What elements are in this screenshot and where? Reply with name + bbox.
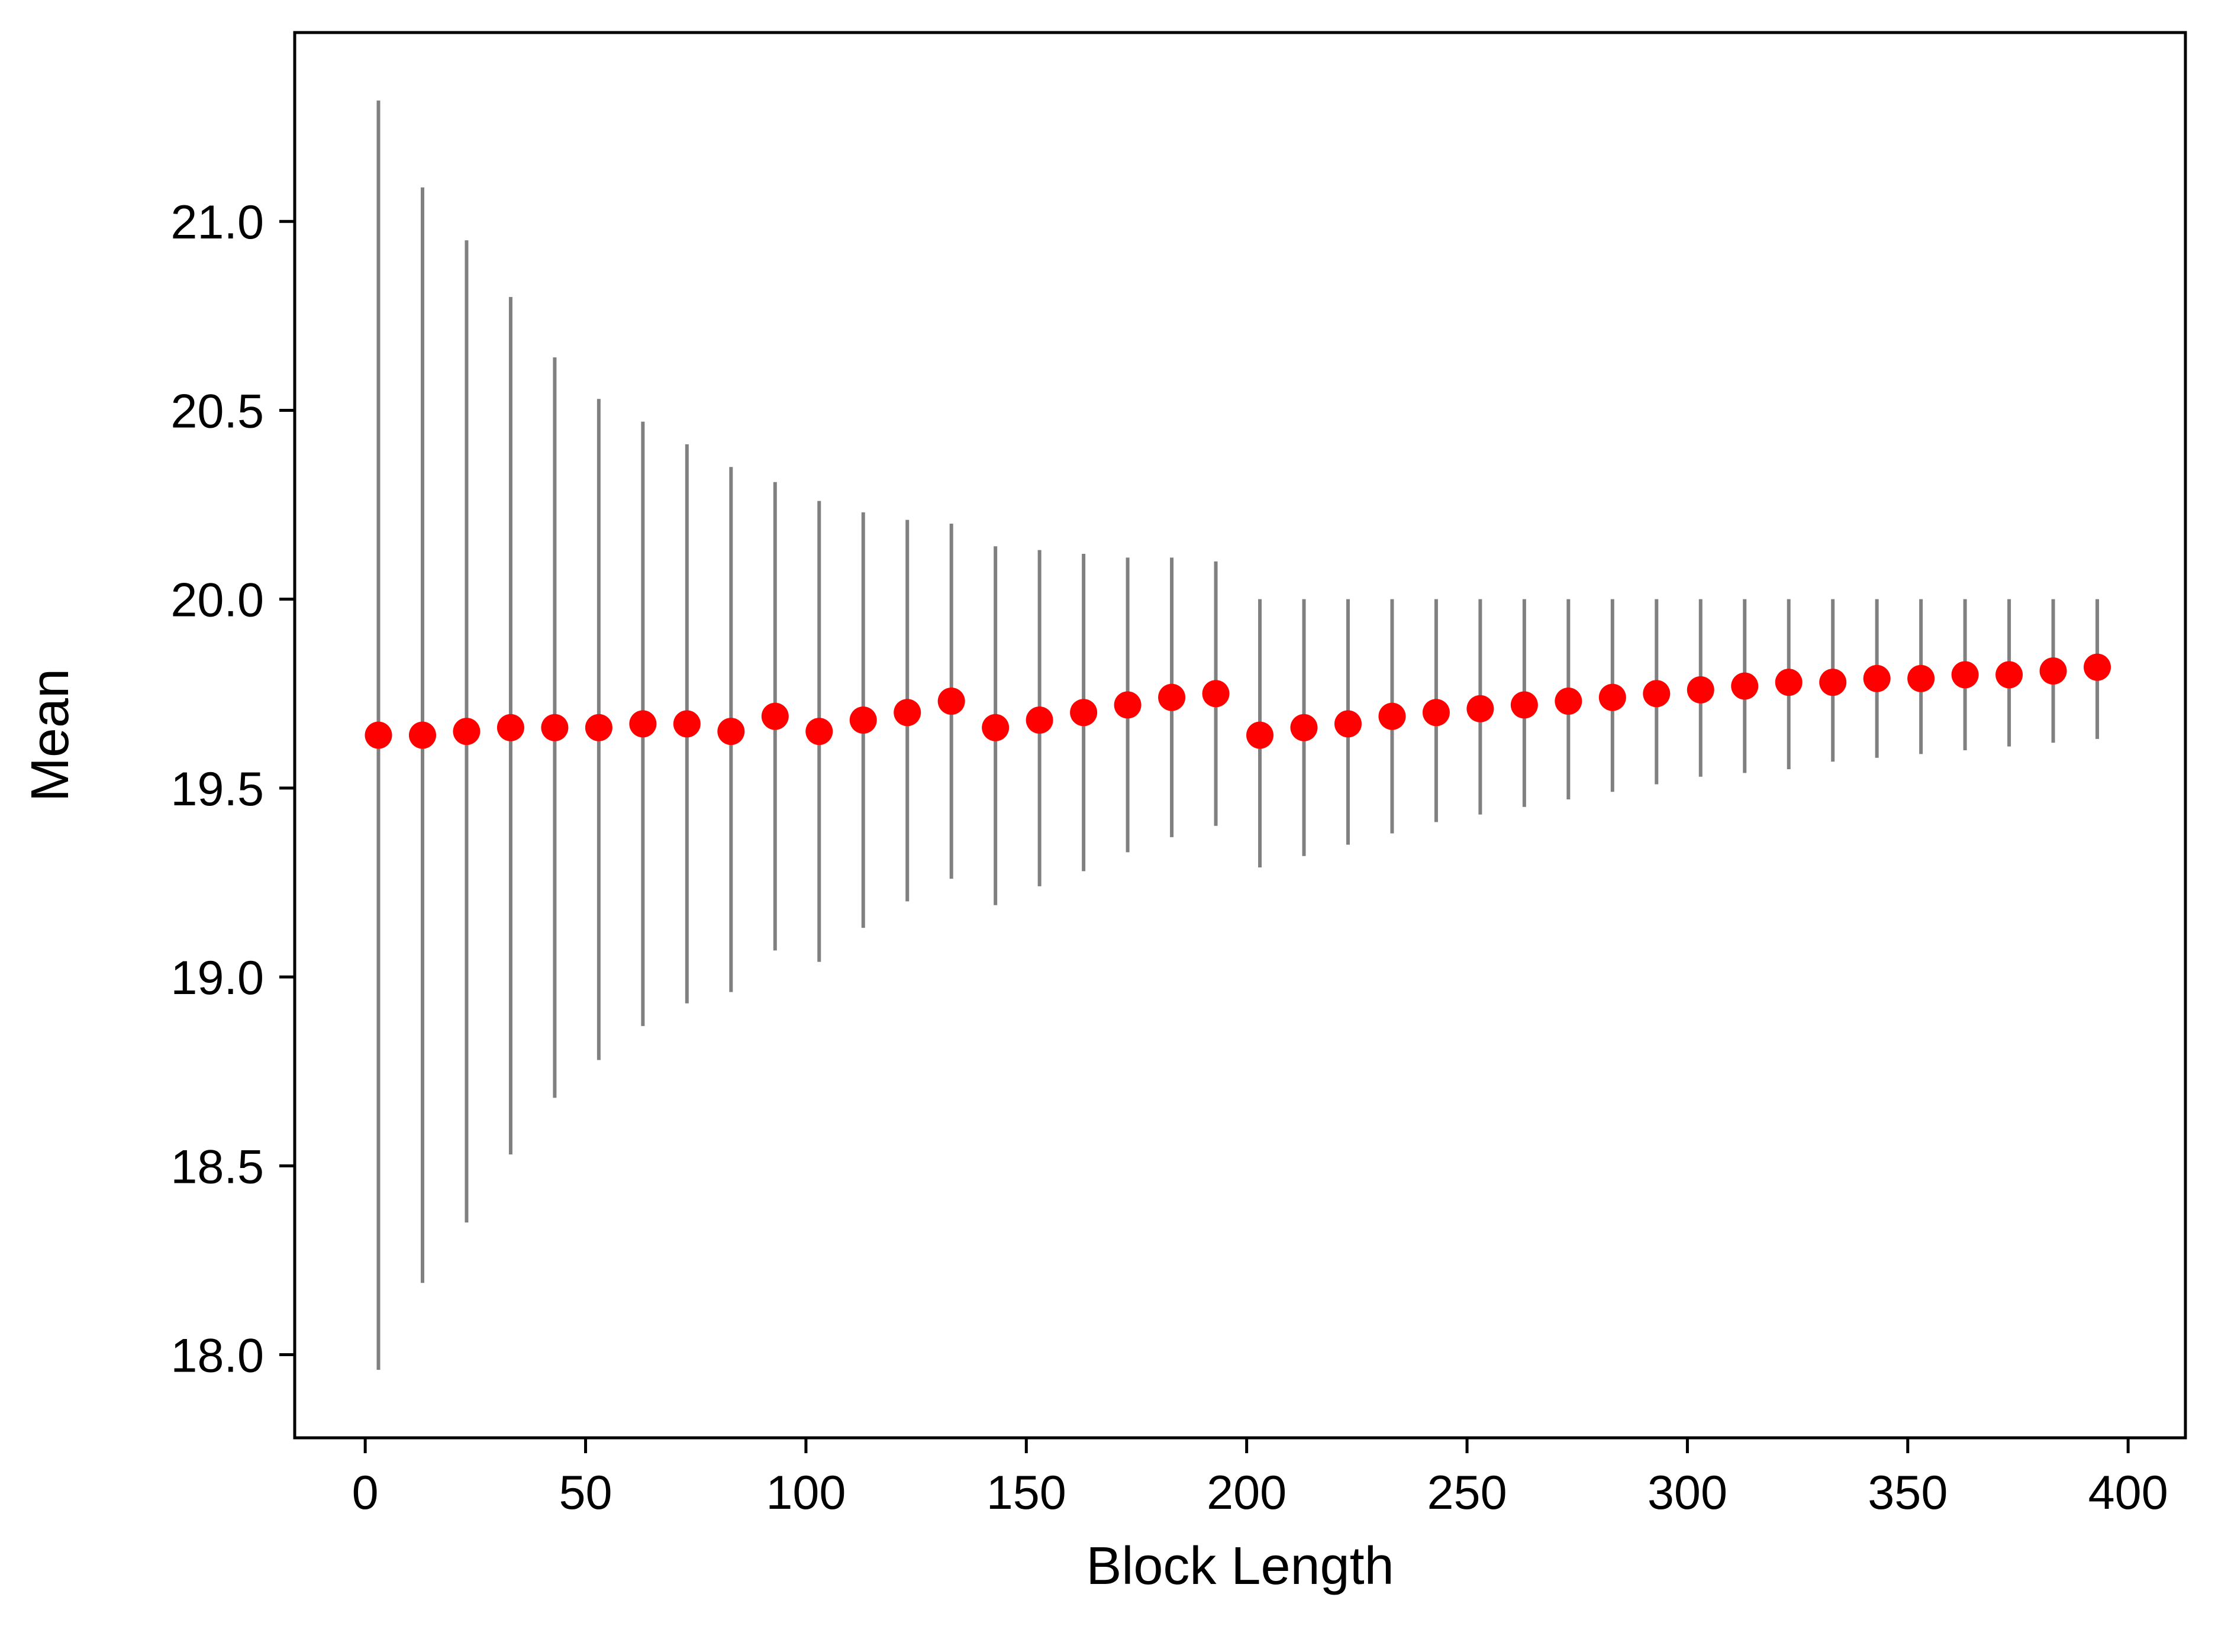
data-point [1598,683,1626,711]
data-point [1114,691,1142,719]
data-point [496,714,524,741]
y-tick-label: 18.0 [170,1330,264,1383]
x-tick-label: 150 [986,1466,1066,1519]
data-point [1070,699,1098,727]
x-tick-label: 0 [352,1466,379,1519]
y-tick-label: 20.5 [170,385,264,438]
x-axis-label: Block Length [1086,1537,1394,1596]
y-axis-label: Mean [21,669,80,802]
data-point [365,721,392,749]
data-point [1246,721,1274,749]
data-point [1687,676,1714,704]
y-tick-label: 18.5 [170,1140,264,1193]
y-tick-label: 21.0 [170,196,264,249]
data-point [1731,672,1759,700]
x-axis-ticks: 0 50 100 150 200 250 300 350 400 [352,1438,2168,1519]
data-point [1334,710,1362,738]
data-point [1863,664,1891,692]
data-point [1510,691,1538,719]
x-tick-label: 300 [1647,1466,1727,1519]
data-point [1951,661,1979,689]
data-point [1819,669,1847,696]
data-point [717,718,745,746]
point-group [365,653,2111,749]
data-point [2039,657,2067,685]
data-point [982,714,1010,741]
data-point [1643,680,1671,708]
data-point [761,702,789,730]
x-tick-label: 250 [1427,1466,1507,1519]
data-point [1995,661,2023,689]
x-tick-label: 50 [559,1466,612,1519]
data-point [937,688,965,715]
y-tick-label: 19.5 [170,763,264,816]
x-tick-label: 200 [1207,1466,1287,1519]
data-point [1202,680,1230,708]
data-point [673,710,701,738]
data-point [1378,702,1406,730]
data-point [1290,714,1318,741]
plot-frame [293,31,2187,1440]
data-point [894,699,921,727]
data-point [585,714,612,741]
data-point [2084,653,2111,681]
x-tick-label: 100 [766,1466,846,1519]
x-tick-label: 350 [1868,1466,1948,1519]
data-point [629,710,657,738]
data-point [1158,683,1186,711]
data-point [849,706,877,734]
data-point [1907,664,1935,692]
data-point [1026,706,1053,734]
data-point [1555,688,1582,715]
data-point [805,718,833,746]
x-tick-label: 400 [2088,1466,2168,1519]
y-tick-label: 20.0 [170,574,264,627]
y-axis-ticks: 18.0 18.5 19.0 19.5 20.0 20.5 21.0 [170,196,295,1383]
data-point [408,721,436,749]
data-point [1775,669,1803,696]
y-tick-label: 19.0 [170,951,264,1005]
data-point [541,714,569,741]
data-point [453,718,481,746]
data-point [1466,695,1494,722]
data-point [1422,699,1450,727]
